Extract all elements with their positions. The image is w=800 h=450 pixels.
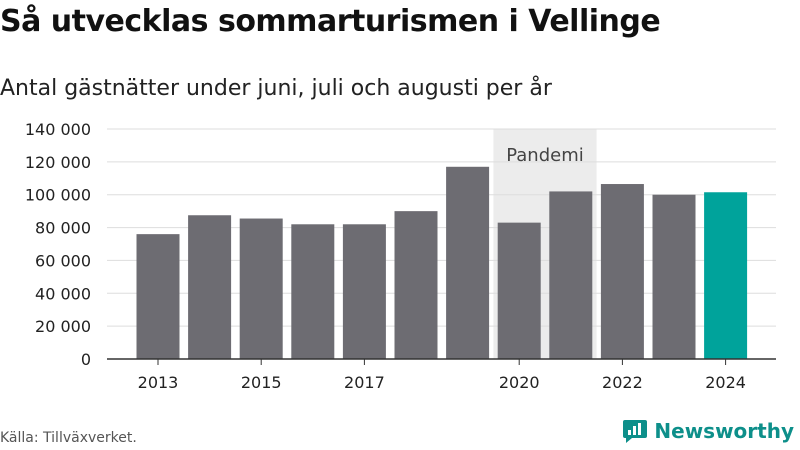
y-tick-label: 80 000 xyxy=(35,219,91,238)
y-tick-label: 100 000 xyxy=(25,186,91,205)
bar-2023 xyxy=(652,194,696,359)
brand-logo: Newsworthy xyxy=(622,418,794,444)
bar-2019 xyxy=(446,166,490,359)
x-tick-label: 2020 xyxy=(499,373,540,392)
bar-2013 xyxy=(136,234,180,359)
bar-2024 xyxy=(704,192,748,359)
x-tick-label: 2022 xyxy=(602,373,643,392)
x-tick-label: 2015 xyxy=(241,373,282,392)
pandemic-label: Pandemi xyxy=(506,145,584,166)
y-tick-label: 60 000 xyxy=(35,251,91,270)
x-tick-label: 2024 xyxy=(705,373,746,392)
bar-2020 xyxy=(497,222,541,359)
bar-2021 xyxy=(549,191,593,359)
bar-2017 xyxy=(342,224,386,359)
bar-2018 xyxy=(394,211,438,359)
brand-name: Newsworthy xyxy=(654,419,794,443)
y-tick-label: 20 000 xyxy=(35,317,91,336)
newsworthy-logo-icon xyxy=(623,420,648,443)
x-tick-label: 2017 xyxy=(344,373,385,392)
y-tick-label: 140 000 xyxy=(25,120,91,139)
x-tick-label: 2013 xyxy=(138,373,179,392)
bar-2015 xyxy=(239,218,283,359)
bar-2014 xyxy=(188,215,232,359)
bar-2016 xyxy=(291,224,335,359)
y-tick-label: 40 000 xyxy=(35,284,91,303)
bar-chart: Pandemi 0 20 000 40 000 60 000 80 000 100 000 1… xyxy=(25,120,776,392)
y-tick-label: 120 000 xyxy=(25,153,91,172)
y-tick-label: 0 xyxy=(81,350,91,369)
bar-2022 xyxy=(600,184,644,359)
chart-title: Så utvecklas sommarturismen i Vellinge xyxy=(0,4,661,39)
source-note: Källa: Tillväxverket. xyxy=(0,430,137,446)
chart-subtitle: Antal gästnätter under juni, juli och au… xyxy=(0,76,552,101)
